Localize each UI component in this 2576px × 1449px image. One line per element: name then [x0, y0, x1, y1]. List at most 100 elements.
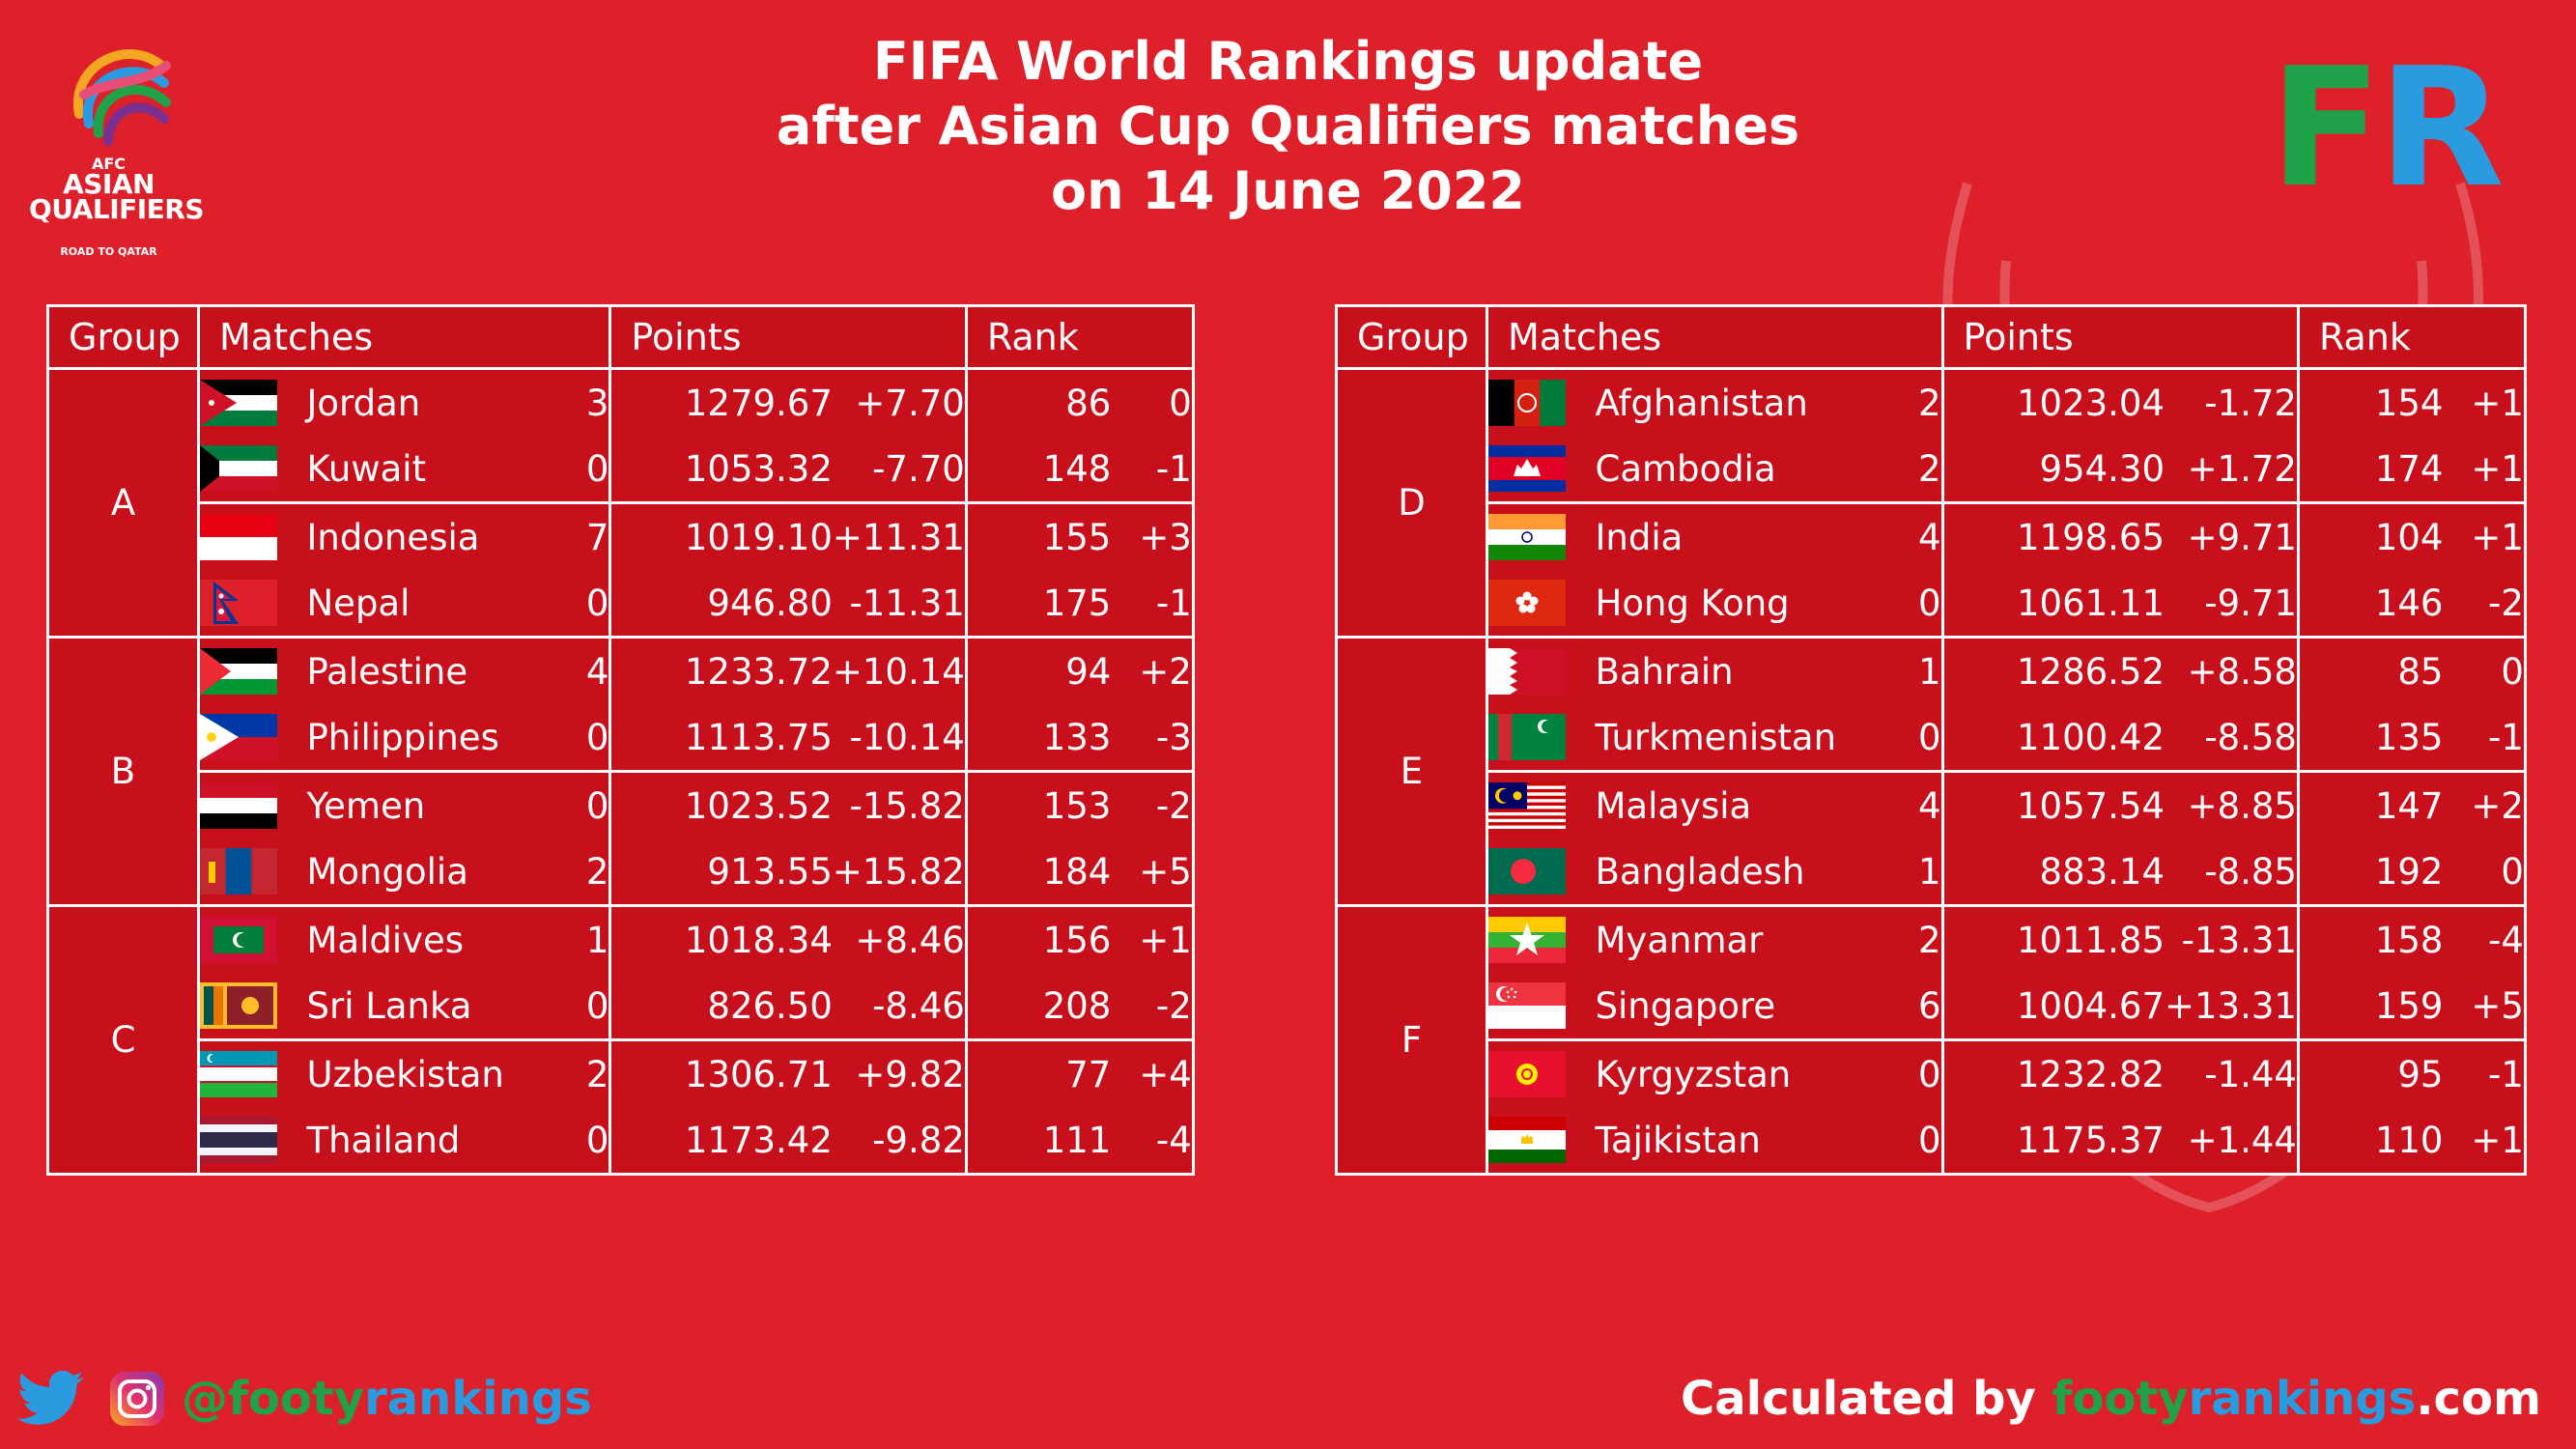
- rankings-table-left: Group Matches Points Rank A Jordan 3 1279.6…: [46, 304, 1195, 1176]
- points-value: 826.50: [609, 973, 833, 1041]
- rank-value: 174: [2298, 436, 2444, 504]
- rank-change: +2: [1111, 637, 1195, 704]
- points-value: 1100.42: [1942, 704, 2166, 773]
- match-score: 0: [503, 704, 612, 773]
- points-change: -9.82: [832, 1107, 968, 1176]
- match-score: 0: [1836, 1039, 1944, 1107]
- points-value: 1053.32: [609, 436, 833, 504]
- tajikistan-flag: [1486, 1107, 1596, 1176]
- bahrain-flag: [1486, 637, 1596, 704]
- table-row: Mongolia 2 913.55 +15.82 184 +5: [48, 838, 1195, 907]
- match-score: 0: [503, 570, 612, 639]
- myanmar-flag: [1486, 905, 1596, 973]
- instagram-icon[interactable]: [108, 1370, 166, 1428]
- points-value: 954.30: [1942, 436, 2166, 504]
- country-name: Thailand: [306, 1107, 504, 1176]
- points-change: +13.31: [2165, 973, 2300, 1041]
- rank-value: 208: [966, 973, 1112, 1041]
- rank-value: 148: [966, 436, 1112, 504]
- rank-change: +1: [2443, 502, 2527, 570]
- social-handle[interactable]: @footyrankings: [182, 1372, 592, 1426]
- header-matches: Matches: [196, 304, 612, 370]
- rank-change: +1: [2443, 368, 2527, 436]
- table-row: Kyrgyzstan 0 1232.82 -1.44 95 -1: [1337, 1039, 2527, 1107]
- mongolia-flag: [197, 838, 307, 907]
- singapore-flag: [1486, 973, 1596, 1041]
- title-line-2: after Asian Cup Qualifiers matches: [776, 96, 1800, 156]
- rank-value: 175: [966, 570, 1112, 639]
- points-value: 1018.34: [684, 919, 833, 961]
- country-name: Mongolia: [306, 838, 504, 907]
- indonesia-flag: [197, 502, 307, 570]
- points-value: 1233.72: [684, 650, 833, 693]
- rank-value: 146: [2298, 570, 2444, 639]
- match-score: 4: [1836, 502, 1944, 570]
- table-row: Thailand 0 1173.42 -9.82 111 -4: [48, 1107, 1195, 1176]
- rank-change: +1: [2443, 1107, 2527, 1176]
- points-change: +8.58: [2165, 637, 2300, 704]
- points-value: 1061.11: [1942, 570, 2166, 639]
- points-change: -10.14: [832, 704, 968, 773]
- match-score: 3: [503, 368, 612, 436]
- rank-value: 155: [1042, 516, 1112, 558]
- match-score: 0: [503, 436, 612, 504]
- points-change: -1.72: [2165, 368, 2300, 436]
- title-line-3: on 14 June 2022: [1051, 160, 1525, 221]
- match-score: 1: [1836, 838, 1944, 907]
- title-line-1: FIFA World Rankings update: [872, 31, 1704, 92]
- rank-change: -4: [2443, 905, 2527, 973]
- india-flag: [1486, 502, 1596, 570]
- twitter-icon[interactable]: [17, 1369, 85, 1429]
- points-change: +1.72: [2165, 436, 2300, 504]
- maldives-flag: [197, 905, 307, 973]
- afc-rings-icon: [72, 49, 171, 146]
- rank-change: -4: [1111, 1107, 1195, 1176]
- rank-value: 156: [1042, 919, 1112, 961]
- rank-change: +5: [2443, 973, 2527, 1041]
- points-value: 1175.37: [1942, 1107, 2166, 1176]
- table-row: Tajikistan 0 1175.37 +1.44 110 +1: [1337, 1107, 2527, 1176]
- rankings-table-right: Group Matches Points Rank D Afghanistan 2 1…: [1335, 304, 2527, 1176]
- points-change: +1.44: [2165, 1107, 2300, 1176]
- match-score: 2: [503, 838, 612, 907]
- table-row: Philippines 0 1113.75 -10.14 133 -3: [48, 704, 1195, 773]
- table-row: Indonesia 7 1019.10 +11.31 155 +3: [48, 502, 1195, 570]
- points-value: 1232.82: [2017, 1053, 2166, 1095]
- points-change: +7.70: [832, 368, 968, 436]
- match-score: 2: [1836, 436, 1944, 504]
- country-name: Turkmenistan: [1595, 704, 1837, 773]
- country-name: Sri Lanka: [306, 973, 504, 1041]
- page-title: FIFA World Rankings update after Asian C…: [0, 29, 2576, 223]
- rank-value: 147: [2374, 784, 2444, 827]
- points-value: 883.14: [1942, 838, 2166, 907]
- points-change: +8.46: [832, 905, 968, 973]
- kyrgyzstan-flag: [1486, 1039, 1596, 1107]
- match-score: 0: [503, 973, 612, 1041]
- match-score: 4: [1836, 771, 1944, 838]
- points-value: 1279.67: [684, 382, 833, 424]
- country-name: Cambodia: [1595, 436, 1837, 504]
- country-name: Bangladesh: [1595, 838, 1837, 907]
- logo-line-afc: AFC: [91, 155, 127, 173]
- match-score: 1: [1836, 637, 1944, 704]
- rank-change: +2: [2443, 771, 2527, 838]
- table-row: Bangladesh 1 883.14 -8.85 192 0: [1337, 838, 2527, 907]
- header-points: Points: [609, 304, 968, 370]
- match-score: 6: [1836, 973, 1944, 1041]
- rank-change: -2: [2443, 570, 2527, 639]
- match-score: 4: [503, 637, 612, 704]
- match-score: 1: [503, 905, 612, 973]
- country-name: Philippines: [306, 704, 504, 773]
- table-row: A Jordan 3 1279.67 +7.70 86 0: [46, 367, 1195, 639]
- points-change: +11.31: [832, 502, 968, 570]
- points-change: +9.82: [832, 1039, 968, 1107]
- turkmenistan-flag: [1486, 704, 1596, 773]
- rank-value: 135: [2298, 704, 2444, 773]
- table-row: Nepal 0 946.80 -11.31 175 -1: [48, 570, 1195, 639]
- country-name: Bahrain: [1595, 650, 1734, 693]
- points-change: -15.82: [832, 771, 968, 838]
- header-rank: Rank: [964, 304, 1195, 370]
- match-score: 7: [503, 502, 612, 570]
- rank-value: 85: [2397, 650, 2444, 693]
- kuwait-flag: [197, 436, 307, 504]
